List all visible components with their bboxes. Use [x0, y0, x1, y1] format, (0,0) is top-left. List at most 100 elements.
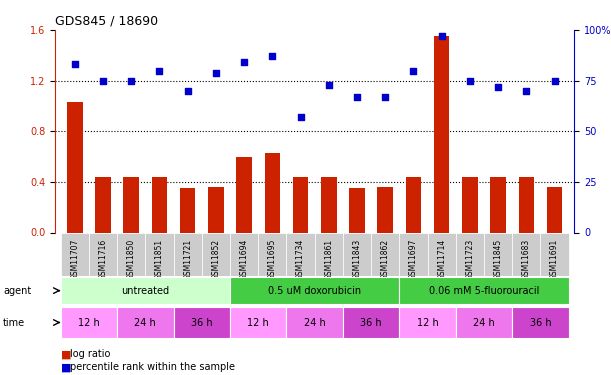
Text: GSM11861: GSM11861 — [324, 239, 333, 280]
Bar — [512, 308, 569, 338]
Bar — [180, 188, 196, 232]
Bar — [287, 232, 315, 276]
Point — [240, 59, 249, 65]
Point — [155, 68, 164, 74]
Text: 24 h: 24 h — [304, 318, 326, 327]
Text: ■: ■ — [61, 350, 71, 359]
Bar — [60, 232, 89, 276]
Text: GSM11852: GSM11852 — [211, 239, 221, 280]
Text: GSM11707: GSM11707 — [70, 239, 79, 280]
Bar — [456, 308, 512, 338]
Point — [437, 33, 447, 39]
Text: GSM11721: GSM11721 — [183, 239, 192, 280]
Text: 36 h: 36 h — [191, 318, 213, 327]
Text: GSM11850: GSM11850 — [126, 239, 136, 280]
Point — [324, 82, 334, 88]
Point — [409, 68, 419, 74]
Text: GSM11845: GSM11845 — [494, 239, 503, 280]
Text: 24 h: 24 h — [473, 318, 495, 327]
Bar — [400, 277, 569, 304]
Bar — [60, 277, 230, 304]
Bar — [230, 308, 287, 338]
Bar — [349, 188, 365, 232]
Text: 36 h: 36 h — [530, 318, 551, 327]
Point — [126, 78, 136, 84]
Bar — [491, 177, 506, 232]
Bar — [547, 187, 562, 232]
Text: 0.06 mM 5-fluorouracil: 0.06 mM 5-fluorouracil — [429, 286, 539, 296]
Bar — [541, 232, 569, 276]
Bar — [512, 232, 541, 276]
Text: agent: agent — [3, 286, 31, 296]
Bar — [152, 177, 167, 232]
Bar — [343, 232, 371, 276]
Bar — [400, 232, 428, 276]
Bar — [428, 232, 456, 276]
Point — [70, 62, 79, 68]
Text: 12 h: 12 h — [78, 318, 100, 327]
Text: GSM11851: GSM11851 — [155, 239, 164, 280]
Bar — [117, 232, 145, 276]
Bar — [265, 153, 280, 232]
Text: GSM11734: GSM11734 — [296, 239, 305, 280]
Point — [211, 69, 221, 75]
Bar — [236, 157, 252, 232]
Point — [352, 94, 362, 100]
Bar — [406, 177, 421, 232]
Text: untreated: untreated — [121, 286, 169, 296]
Text: GSM11723: GSM11723 — [466, 239, 474, 280]
Bar — [174, 232, 202, 276]
Bar — [60, 308, 117, 338]
Bar — [456, 232, 484, 276]
Point — [550, 78, 560, 84]
Bar — [174, 308, 230, 338]
Text: GSM11694: GSM11694 — [240, 239, 249, 280]
Bar — [484, 232, 512, 276]
Bar — [519, 177, 534, 232]
Bar — [378, 187, 393, 232]
Point — [380, 94, 390, 100]
Bar — [315, 232, 343, 276]
Text: 24 h: 24 h — [134, 318, 156, 327]
Bar — [117, 308, 174, 338]
Point — [493, 84, 503, 90]
Bar — [462, 177, 478, 232]
Bar — [123, 177, 139, 232]
Point — [98, 78, 108, 84]
Bar — [343, 308, 400, 338]
Text: GSM11862: GSM11862 — [381, 239, 390, 280]
Bar — [202, 232, 230, 276]
Point — [268, 53, 277, 59]
Text: time: time — [3, 318, 25, 327]
Bar — [230, 277, 400, 304]
Text: GSM11714: GSM11714 — [437, 239, 446, 280]
Bar — [208, 187, 224, 232]
Text: percentile rank within the sample: percentile rank within the sample — [70, 363, 235, 372]
Bar — [321, 177, 337, 232]
Text: 0.5 uM doxorubicin: 0.5 uM doxorubicin — [268, 286, 361, 296]
Text: log ratio: log ratio — [70, 350, 111, 359]
Text: GSM11843: GSM11843 — [353, 239, 362, 280]
Text: GSM11691: GSM11691 — [550, 239, 559, 280]
Point — [183, 88, 192, 94]
Bar — [293, 177, 309, 232]
Bar — [145, 232, 174, 276]
Bar — [287, 308, 343, 338]
Text: ■: ■ — [61, 363, 71, 372]
Bar — [95, 177, 111, 232]
Point — [465, 78, 475, 84]
Text: GDS845 / 18690: GDS845 / 18690 — [55, 15, 158, 28]
Bar — [434, 36, 450, 232]
Bar — [258, 232, 287, 276]
Bar — [371, 232, 400, 276]
Bar — [67, 102, 82, 232]
Text: GSM11716: GSM11716 — [98, 239, 108, 280]
Text: GSM11683: GSM11683 — [522, 239, 531, 280]
Point — [296, 114, 306, 120]
Text: 36 h: 36 h — [360, 318, 382, 327]
Bar — [89, 232, 117, 276]
Text: GSM11697: GSM11697 — [409, 239, 418, 280]
Point — [521, 88, 531, 94]
Text: GSM11695: GSM11695 — [268, 239, 277, 280]
Bar — [400, 308, 456, 338]
